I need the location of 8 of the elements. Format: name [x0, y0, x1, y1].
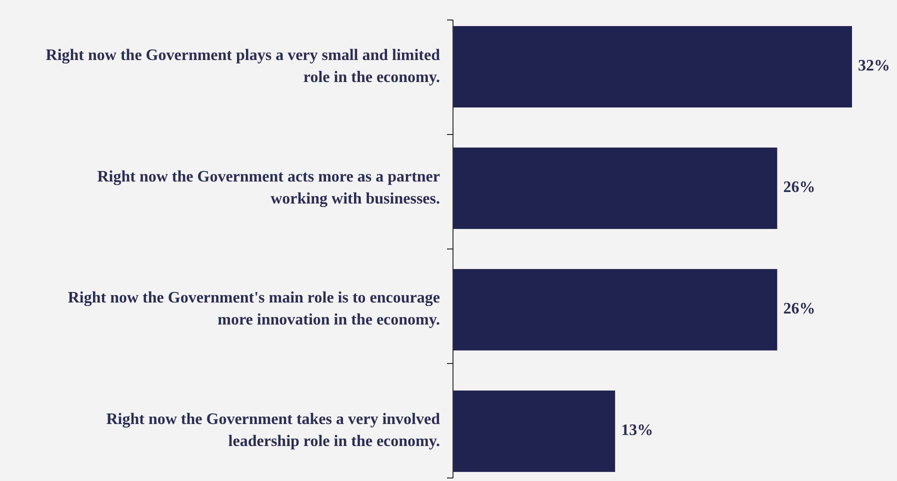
data-label: 26%: [783, 178, 816, 196]
data-label: 26%: [783, 300, 816, 318]
y-tick-label: Right now the Government plays a very small and limited role in the economy.: [46, 46, 440, 86]
y-tick-label: Right now the Government takes a very involved leadership role in the economy.: [106, 410, 440, 450]
data-label: 32%: [858, 57, 890, 74]
y-tick-label: Right now the Government acts more as a partner working with businesses.: [97, 168, 440, 207]
data-label: 13%: [621, 422, 654, 439]
y-tick-label: Right now the Government's main role is to encourage more innovation in the economy.: [68, 289, 440, 328]
